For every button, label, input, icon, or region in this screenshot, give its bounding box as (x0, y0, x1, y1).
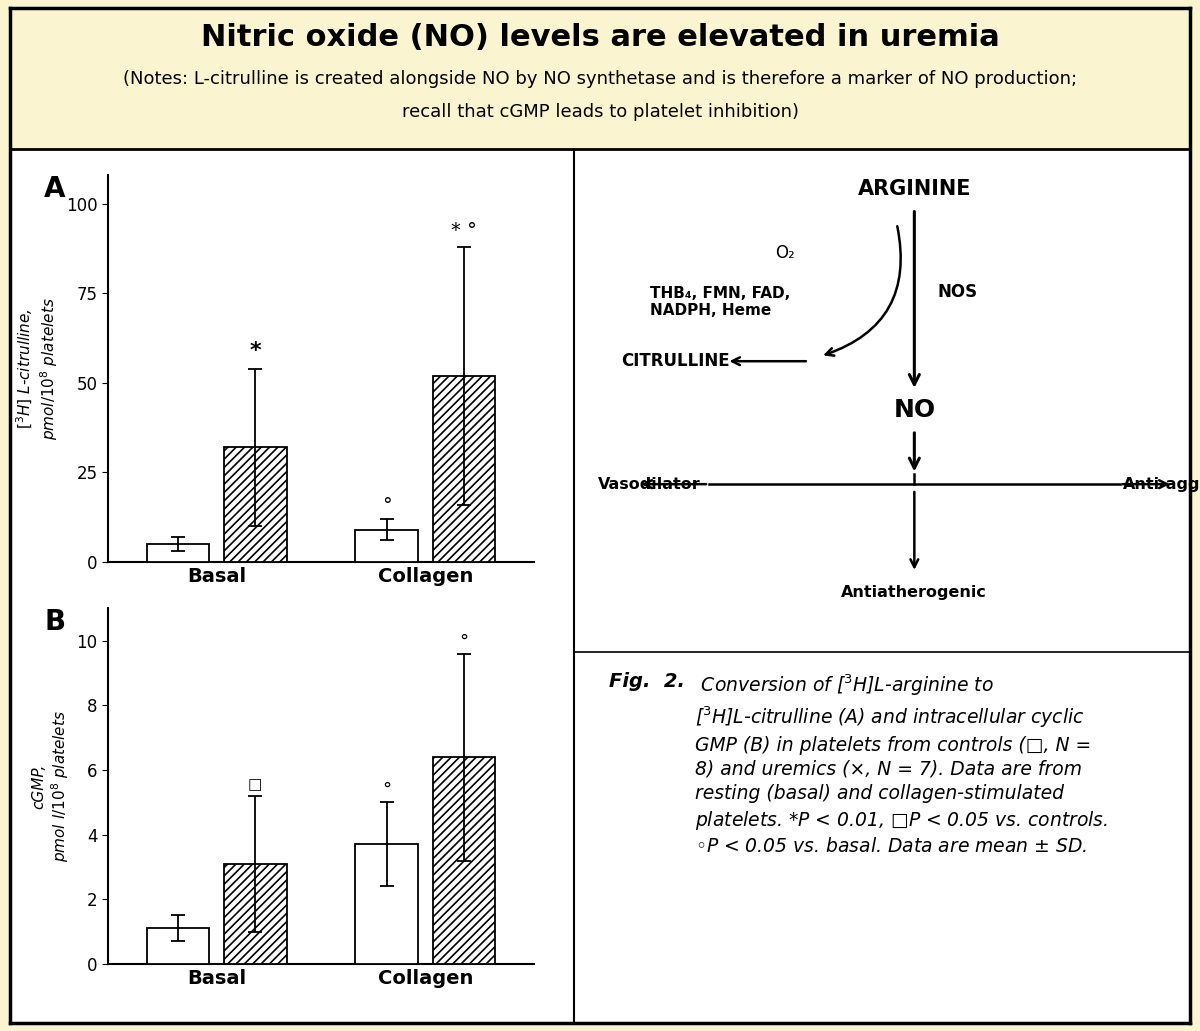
Text: Anti-aggregant: Anti-aggregant (1123, 476, 1200, 492)
Text: ARGININE: ARGININE (858, 179, 971, 199)
Text: B: B (44, 608, 65, 636)
Text: *: * (250, 341, 262, 362)
Text: (Notes: L-citrulline is created alongside NO by NO synthetase and is therefore a: (Notes: L-citrulline is created alongsid… (122, 70, 1078, 88)
Text: recall that cGMP leads to platelet inhibition): recall that cGMP leads to platelet inhib… (402, 103, 798, 121)
Bar (146, 928, 209, 964)
Text: °: ° (383, 781, 391, 799)
Bar (224, 447, 287, 562)
Text: * °: * ° (451, 221, 476, 239)
Text: □: □ (248, 777, 263, 793)
Text: Nitric oxide (NO) levels are elevated in uremia: Nitric oxide (NO) levels are elevated in… (200, 23, 1000, 52)
Text: Vasodilator: Vasodilator (598, 476, 701, 492)
Bar (355, 844, 418, 964)
Text: CITRULLINE: CITRULLINE (620, 353, 730, 370)
Bar (433, 375, 496, 562)
Text: °: ° (460, 632, 469, 651)
Y-axis label: $[^{3}H]$ L-citrulline,
$pmol/10^{8}$ platelets: $[^{3}H]$ L-citrulline, $pmol/10^{8}$ pl… (16, 297, 60, 440)
Bar (146, 544, 209, 562)
FancyArrowPatch shape (826, 226, 901, 356)
Y-axis label: cGMP,
$pmol\ l/10^{8}$ platelets: cGMP, $pmol\ l/10^{8}$ platelets (31, 710, 71, 862)
Text: O₂: O₂ (775, 244, 796, 262)
Text: NOS: NOS (938, 284, 978, 301)
Bar (355, 530, 418, 562)
Text: Fig.  2.: Fig. 2. (610, 672, 685, 692)
Text: Antiatherogenic: Antiatherogenic (841, 585, 988, 600)
Text: THB₄, FMN, FAD,
NADPH, Heme: THB₄, FMN, FAD, NADPH, Heme (650, 286, 791, 319)
Text: Conversion of [$^{3}$H]L-arginine to
[$^{3}$H]L-citrulline (A) and intracellular: Conversion of [$^{3}$H]L-arginine to [$^… (695, 672, 1109, 856)
Text: °: ° (382, 496, 391, 516)
Text: NO: NO (893, 398, 936, 423)
Bar (224, 864, 287, 964)
Text: A: A (44, 175, 66, 203)
Bar (433, 757, 496, 964)
